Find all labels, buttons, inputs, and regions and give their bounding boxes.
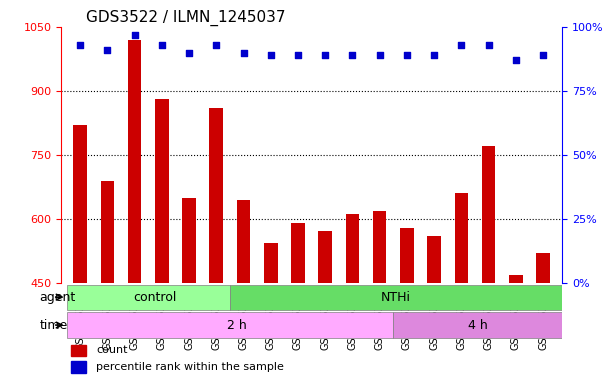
- Bar: [67, 313, 393, 338]
- Text: NTHi: NTHi: [381, 291, 411, 304]
- Point: [320, 52, 330, 58]
- Point: [184, 50, 194, 56]
- Bar: [318, 231, 332, 384]
- Bar: [455, 194, 468, 384]
- Point: [130, 31, 139, 38]
- Bar: [373, 210, 387, 384]
- Point: [239, 50, 249, 56]
- Bar: [509, 275, 522, 384]
- Bar: [427, 236, 441, 384]
- Bar: [291, 223, 305, 384]
- Bar: [264, 243, 277, 384]
- Bar: [71, 361, 86, 372]
- Point: [293, 52, 303, 58]
- Text: percentile rank within the sample: percentile rank within the sample: [96, 362, 284, 372]
- Bar: [536, 253, 550, 384]
- Point: [157, 42, 167, 48]
- Point: [75, 42, 85, 48]
- Bar: [182, 198, 196, 384]
- Point: [538, 52, 548, 58]
- Text: time: time: [39, 319, 68, 331]
- Point: [348, 52, 357, 58]
- Bar: [393, 313, 562, 338]
- Bar: [346, 214, 359, 384]
- Text: count: count: [96, 345, 128, 355]
- Bar: [128, 40, 141, 384]
- Text: control: control: [133, 291, 177, 304]
- Bar: [482, 146, 496, 384]
- Text: 4 h: 4 h: [468, 319, 488, 331]
- Text: agent: agent: [39, 291, 76, 304]
- Text: GDS3522 / ILMN_1245037: GDS3522 / ILMN_1245037: [86, 9, 286, 25]
- Point: [211, 42, 221, 48]
- Bar: [400, 228, 414, 384]
- Point: [430, 52, 439, 58]
- Bar: [71, 344, 86, 356]
- Point: [375, 52, 384, 58]
- Bar: [101, 180, 114, 384]
- Bar: [67, 285, 230, 310]
- Point: [402, 52, 412, 58]
- Point: [103, 47, 112, 53]
- Point: [511, 57, 521, 63]
- Point: [484, 42, 494, 48]
- Bar: [73, 125, 87, 384]
- Bar: [230, 285, 562, 310]
- Bar: [210, 108, 223, 384]
- Text: 2 h: 2 h: [227, 319, 247, 331]
- Bar: [236, 200, 251, 384]
- Point: [266, 52, 276, 58]
- Bar: [155, 99, 169, 384]
- Point: [456, 42, 466, 48]
